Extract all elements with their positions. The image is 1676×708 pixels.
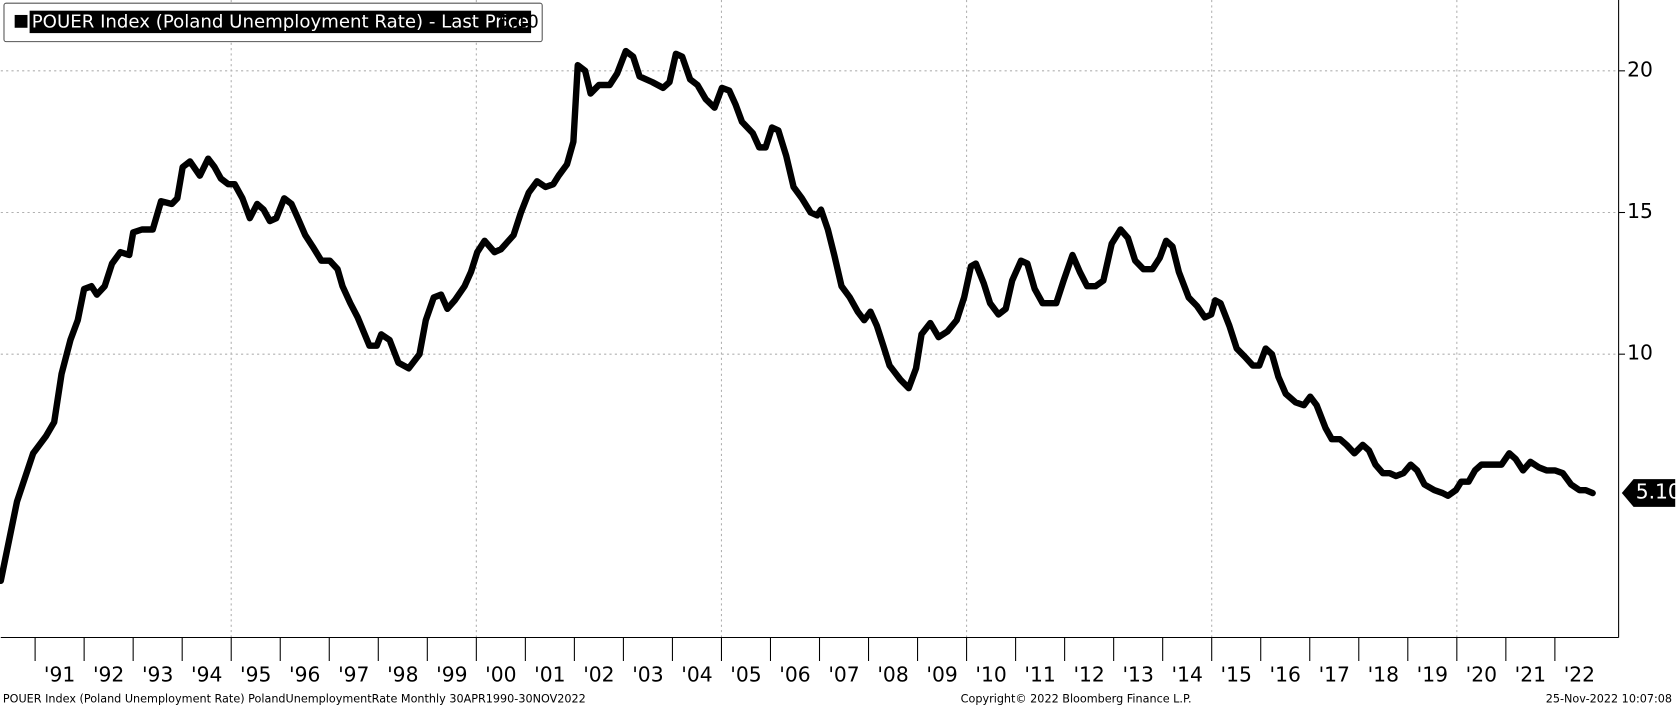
x-tick-label: '02 <box>583 662 614 686</box>
x-tick-label: '08 <box>877 662 908 686</box>
plot <box>0 47 1596 585</box>
x-tick-label: '97 <box>338 662 369 686</box>
footer-right: 25-Nov-2022 10:07:08 <box>1546 692 1672 705</box>
x-tick-label: '12 <box>1073 662 1104 686</box>
x-tick-label: '04 <box>681 662 712 686</box>
legend: POUER Index (Poland Unemployment Rate) -… <box>3 2 543 43</box>
x-tick-label: '20 <box>1466 662 1497 686</box>
x-tick-label: '98 <box>387 662 418 686</box>
x-tick-label: '99 <box>436 662 467 686</box>
legend-label: POUER Index (Poland Unemployment Rate) -… <box>32 11 529 32</box>
x-tick-label: '14 <box>1172 662 1203 686</box>
x-tick-label: '05 <box>730 662 761 686</box>
x-tick-label: '96 <box>289 662 320 686</box>
x-tick-label: '11 <box>1024 662 1055 686</box>
x-tick-label: '17 <box>1319 662 1350 686</box>
x-tick-label: '22 <box>1564 662 1595 686</box>
last-price-tag <box>1621 479 1676 507</box>
legend-last-price: 5.10 <box>498 11 538 32</box>
x-tick-label: '15 <box>1221 662 1252 686</box>
x-tick-label: '07 <box>828 662 859 686</box>
x-tick-label: '93 <box>142 662 173 686</box>
x-tick-label: '13 <box>1122 662 1153 686</box>
x-tick-label: '16 <box>1270 662 1301 686</box>
footer-center: Copyright© 2022 Bloomberg Finance L.P. <box>961 692 1192 705</box>
legend-swatch <box>14 14 28 28</box>
x-tick-label: '06 <box>779 662 810 686</box>
x-tick-label: '03 <box>632 662 663 686</box>
x-tick-label: '19 <box>1417 662 1448 686</box>
y-tick-label: 15 <box>1627 199 1653 223</box>
x-tick-label: '01 <box>534 662 565 686</box>
x-tick-label: '00 <box>485 662 516 686</box>
x-tick-label: '09 <box>926 662 957 686</box>
last-price-label: 5.10 <box>1636 480 1676 504</box>
y-tick-label: 10 <box>1627 341 1653 365</box>
x-tick-label: '10 <box>975 662 1006 686</box>
x-tick-label: '94 <box>191 662 222 686</box>
x-tick-label: '92 <box>93 662 124 686</box>
x-tick-label: '95 <box>240 662 271 686</box>
x-tick-label: '91 <box>44 662 75 686</box>
line-series <box>0 47 1596 585</box>
legend-highlight <box>29 10 532 34</box>
footer-left: POUER Index (Poland Unemployment Rate) P… <box>3 692 586 705</box>
y-tick-label: 20 <box>1627 57 1653 81</box>
x-tick-label: '21 <box>1515 662 1546 686</box>
x-tick-label: '18 <box>1368 662 1399 686</box>
